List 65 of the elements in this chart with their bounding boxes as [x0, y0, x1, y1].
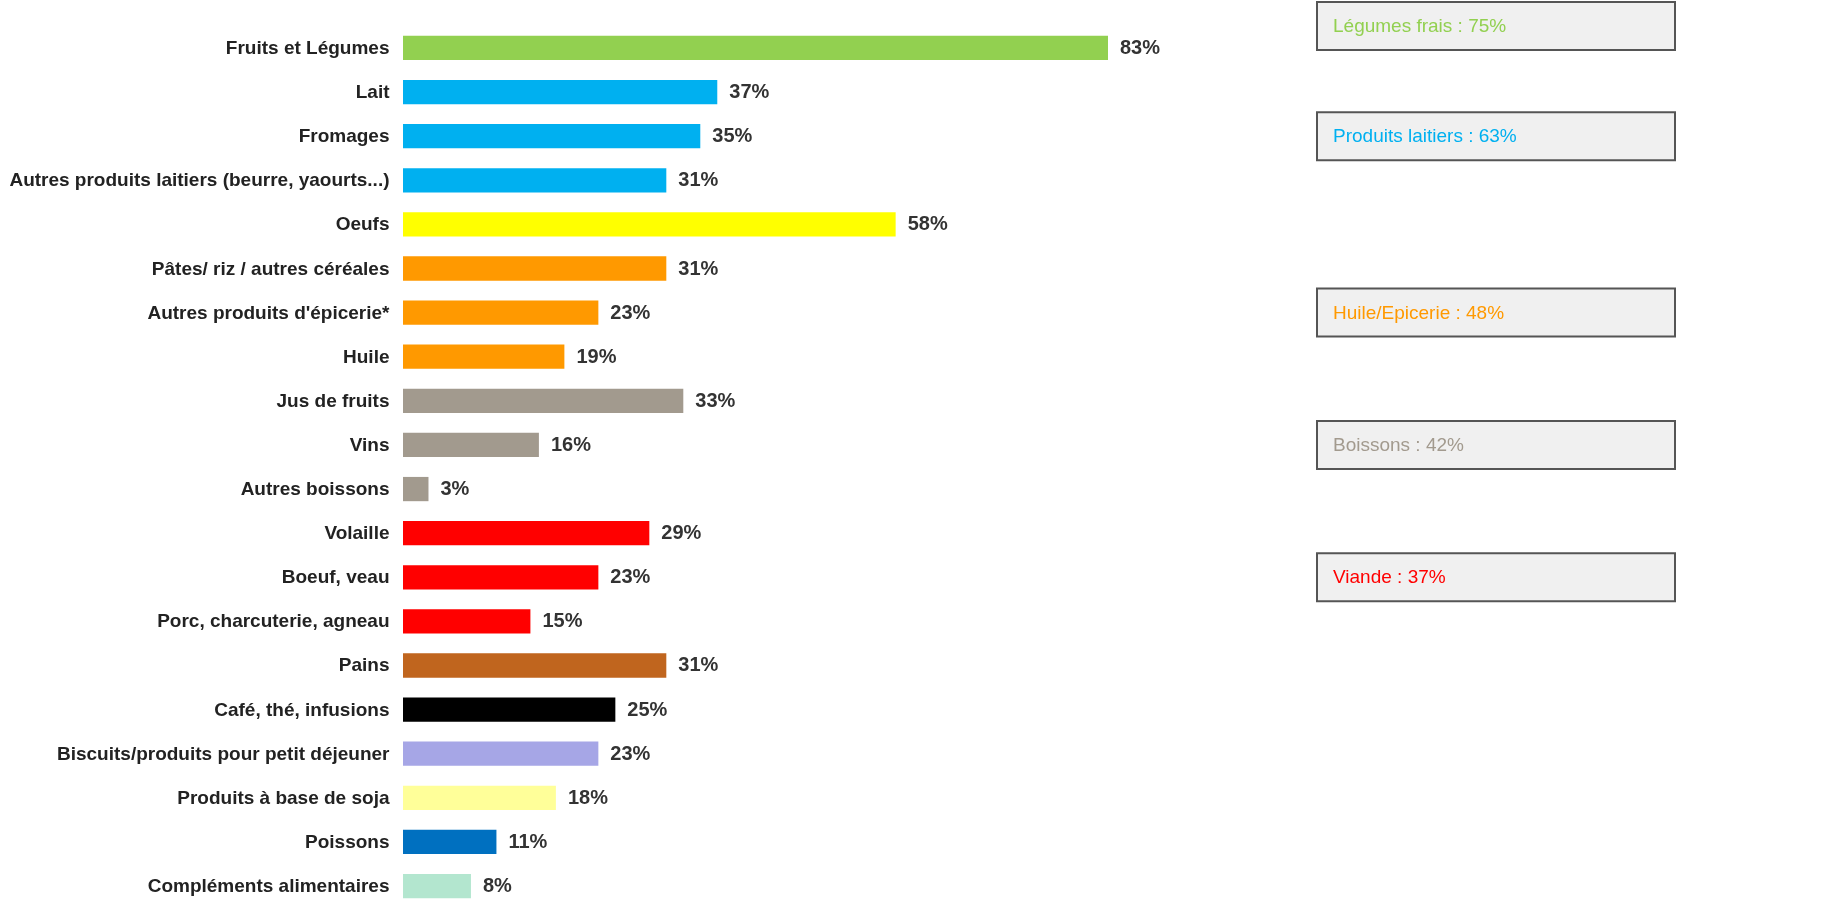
y-tick-label: Pâtes/ riz / autres céréales [151, 257, 390, 279]
y-tick-label: Compléments alimentaires [147, 875, 390, 897]
data-label: 37% [729, 80, 770, 103]
data-label: 23% [610, 300, 651, 323]
bar [403, 697, 616, 722]
y-tick-label: Vins [349, 433, 390, 455]
bar [403, 609, 531, 634]
bar [403, 124, 701, 149]
bar [403, 785, 556, 810]
y-tick-label: Autres produits laitiers (beurre, yaourts...) [9, 169, 390, 191]
bar [403, 476, 429, 502]
y-tick-label: Café, thé, infusions [214, 698, 390, 720]
y-tick-label: Huile [343, 345, 390, 367]
bar [403, 300, 599, 325]
data-label: 15% [542, 609, 583, 632]
data-label: 23% [610, 741, 651, 764]
y-tick-label: Volaille [324, 522, 390, 544]
text: Légumes frais : 75% [1333, 14, 1507, 36]
bar [403, 212, 896, 237]
text: Boissons : 42% [1333, 433, 1465, 455]
data-label: 25% [627, 697, 668, 720]
bar [403, 388, 684, 413]
y-tick-label: Autres produits d'épicerie* [147, 301, 391, 323]
data-label: 18% [567, 785, 609, 808]
text: Huile/Epicerie : 48% [1333, 301, 1505, 323]
bar [403, 256, 667, 281]
y-tick-label: Boeuf, veau [281, 566, 390, 588]
bar [403, 741, 599, 766]
data-label: 31% [678, 168, 719, 191]
y-tick-label: Fruits et Légumes [225, 36, 390, 58]
bar [403, 168, 667, 193]
data-label: 83% [1120, 35, 1161, 58]
y-tick-label: Biscuits/produits pour petit déjeuner [56, 742, 391, 764]
data-label: 19% [576, 344, 617, 367]
y-tick-label: Lait [355, 81, 391, 103]
bar [403, 565, 599, 590]
y-tick-label: Porc, charcuterie, agneau [157, 610, 390, 632]
bar [403, 653, 667, 678]
bar [403, 873, 471, 899]
y-tick-label: Poissons [305, 830, 390, 852]
y-tick-label: Fromages [298, 125, 390, 147]
y-tick-label: Pains [338, 654, 390, 676]
y-tick-label: Autres boissons [240, 478, 390, 500]
data-label: 3% [440, 477, 470, 500]
y-tick-label: Produits à base de soja [177, 786, 390, 808]
text: Produits laitiers : 63% [1333, 125, 1517, 147]
data-label: 31% [678, 256, 719, 279]
bar [403, 829, 497, 855]
bar [403, 344, 565, 369]
data-label: 33% [695, 388, 736, 411]
data-label: 23% [610, 565, 651, 588]
text: Viande : 37% [1333, 566, 1446, 588]
bar [403, 35, 1108, 61]
data-label: 11% [508, 829, 548, 852]
bar [403, 79, 718, 105]
data-label: 8% [482, 874, 513, 897]
data-label: 31% [678, 653, 719, 676]
data-label: 58% [907, 212, 948, 235]
y-tick-label: Oeufs [335, 213, 390, 235]
bar [403, 432, 539, 458]
y-tick-label: Jus de fruits [276, 389, 390, 411]
bar [403, 521, 650, 546]
data-label: 35% [712, 124, 753, 147]
data-label: 16% [550, 432, 592, 455]
data-label: 29% [661, 521, 702, 544]
